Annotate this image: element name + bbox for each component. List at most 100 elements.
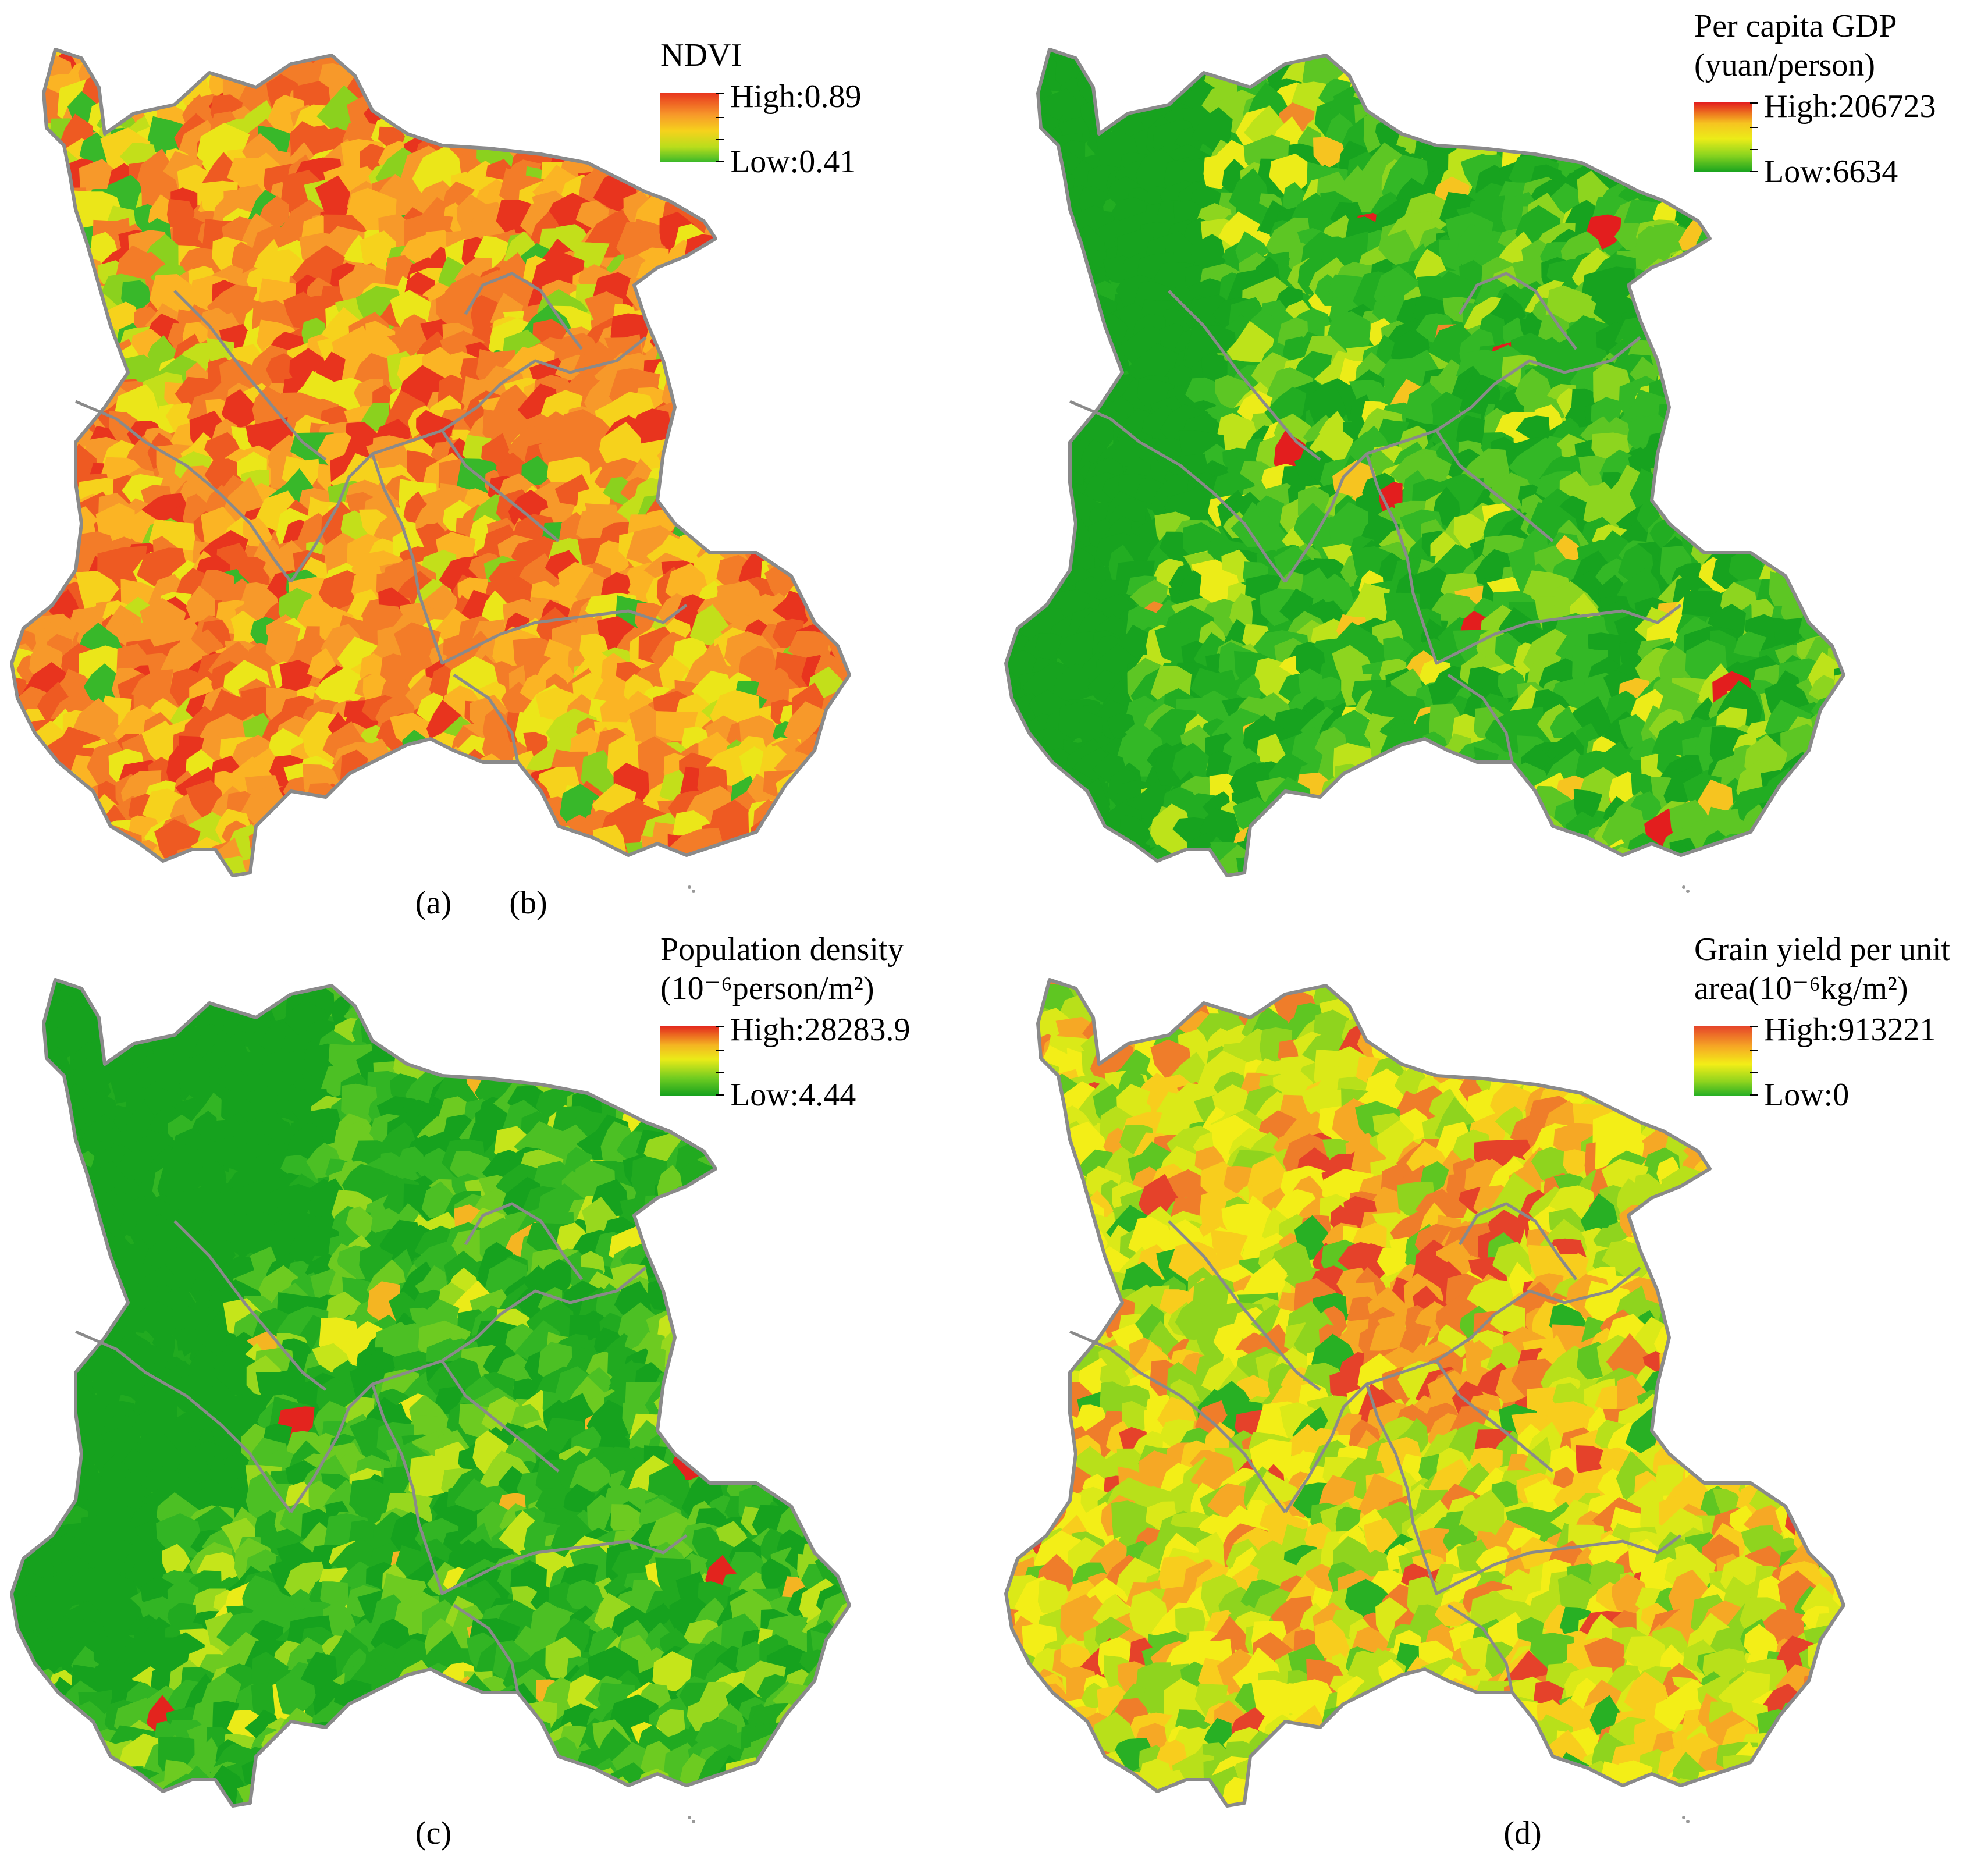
county-unit [566, 1051, 598, 1077]
county-unit [12, 193, 35, 240]
county-unit [1343, 812, 1390, 864]
county-unit [1778, 397, 1824, 434]
county-unit [1484, 49, 1522, 71]
county-unit [1006, 849, 1020, 876]
county-unit [262, 947, 296, 977]
county-unit [1477, 49, 1523, 88]
county-unit [684, 1304, 724, 1345]
county-unit [1033, 334, 1071, 364]
county-unit [1475, 819, 1520, 860]
county-unit [809, 819, 849, 863]
county-unit [1006, 407, 1043, 446]
county-unit [761, 860, 811, 876]
county-unit [1842, 271, 1844, 315]
county-unit [29, 181, 61, 210]
county-unit [12, 1427, 30, 1461]
county-unit [765, 821, 819, 870]
county-unit [675, 339, 716, 384]
county-unit [776, 1450, 809, 1477]
county-unit [1453, 513, 1486, 550]
county-unit [681, 268, 724, 313]
county-unit [827, 1419, 849, 1454]
map-a [10, 13, 851, 893]
county-unit [486, 1030, 513, 1057]
county-unit [1277, 49, 1319, 58]
county-unit [12, 1083, 23, 1126]
county-unit [250, 980, 282, 981]
county-unit [1647, 49, 1675, 57]
county-unit [1023, 339, 1053, 373]
county-unit [15, 49, 51, 87]
county-unit [699, 353, 733, 390]
legend-title-line-2: (yuan/person) [1694, 47, 1876, 84]
county-unit [1606, 138, 1644, 174]
county-unit [341, 1083, 378, 1132]
county-unit [440, 852, 472, 876]
county-unit [12, 762, 48, 796]
county-unit [1745, 487, 1788, 521]
county-unit [716, 1112, 759, 1158]
county-unit [12, 407, 40, 442]
county-unit [1808, 589, 1844, 629]
county-unit [706, 393, 756, 442]
county-unit [1413, 51, 1460, 83]
county-unit [573, 56, 630, 100]
county-unit [844, 722, 849, 756]
county-unit [347, 980, 388, 995]
county-unit [490, 99, 534, 134]
county-unit [1006, 374, 1033, 403]
county-unit [719, 1364, 759, 1398]
county-unit [365, 980, 400, 998]
county-unit [1043, 783, 1073, 821]
county-unit [1006, 538, 1018, 574]
county-unit [810, 1225, 849, 1264]
county-unit [796, 797, 833, 833]
county-unit [792, 230, 830, 276]
county-unit [1642, 137, 1674, 173]
county-unit [12, 377, 47, 419]
county-unit [697, 860, 726, 876]
county-unit [69, 300, 108, 338]
county-unit [690, 369, 722, 402]
county-unit [761, 1314, 801, 1345]
county-unit [12, 322, 51, 362]
county-unit [788, 1436, 824, 1475]
county-unit [1705, 351, 1756, 400]
county-unit [1829, 367, 1844, 420]
county-unit [1510, 839, 1549, 876]
county-unit [806, 214, 837, 248]
county-unit [512, 1026, 556, 1079]
county-unit [1235, 231, 1270, 268]
county-unit [12, 1269, 51, 1307]
county-unit [70, 1211, 97, 1248]
county-unit [776, 328, 827, 382]
county-unit [238, 557, 269, 586]
county-unit [1772, 818, 1806, 850]
county-unit [823, 1175, 849, 1220]
county-unit [1763, 847, 1809, 876]
county-unit [544, 988, 576, 1023]
county-unit [460, 102, 501, 147]
county-unit [66, 1293, 102, 1325]
county-unit [90, 858, 123, 876]
county-unit [618, 980, 667, 1005]
county-unit [81, 1070, 111, 1101]
county-unit [829, 369, 849, 405]
county-unit [1034, 457, 1073, 501]
county-unit [824, 1350, 849, 1391]
county-unit [750, 1164, 796, 1219]
county-unit [162, 13, 198, 49]
county-unit [387, 1015, 415, 1046]
county-unit [1050, 290, 1100, 337]
county-unit [1461, 58, 1496, 95]
county-unit [489, 788, 534, 838]
county-unit [38, 1159, 82, 1197]
county-unit [1808, 431, 1842, 464]
county-unit [592, 987, 632, 1026]
county-unit [826, 508, 849, 544]
county-unit [1827, 212, 1844, 243]
county-unit [415, 53, 457, 95]
county-unit [1036, 446, 1067, 472]
county-unit [1021, 361, 1071, 406]
county-unit [401, 778, 446, 817]
